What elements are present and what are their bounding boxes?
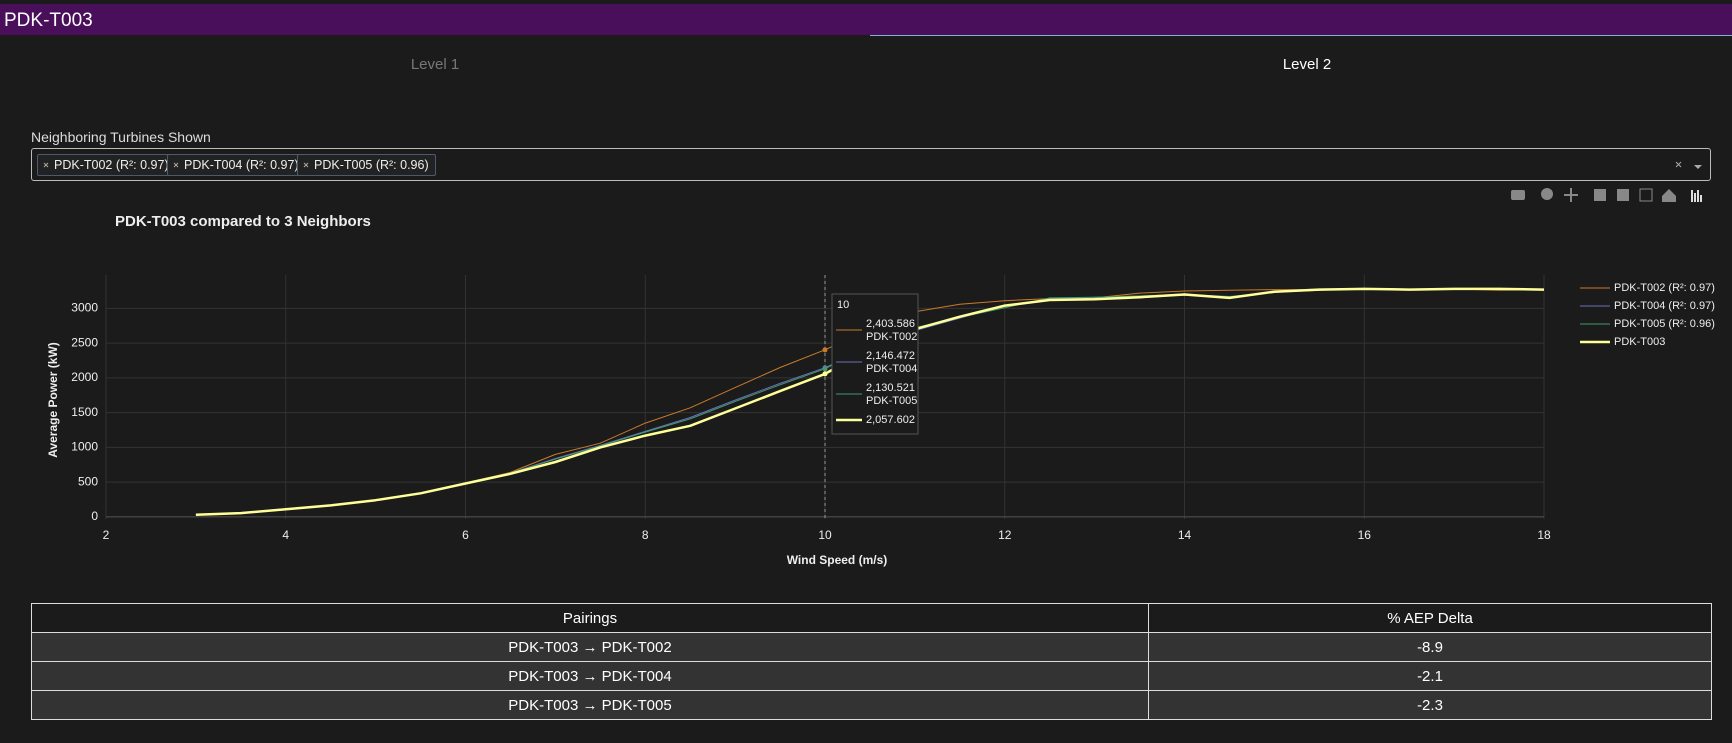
x-tick-label: 10 <box>818 528 832 542</box>
chip[interactable]: PDK-T004 (R²: 0.97) <box>167 154 306 176</box>
cell: PDK-T003 → PDK-T002 <box>31 632 1149 662</box>
autoscale-icon[interactable] <box>1639 188 1653 202</box>
cell: -2.3 <box>1148 690 1712 720</box>
dropdown[interactable]: PDK-T002 (R²: 0.97) PDK-T004 (R²: 0.97) … <box>31 148 1711 181</box>
hover-point <box>822 347 828 353</box>
y-tick-label: 0 <box>91 509 98 523</box>
cell: PDK-T003 → PDK-T005 <box>31 690 1149 720</box>
active-tab-indicator <box>870 35 1732 36</box>
cell: -8.9 <box>1148 632 1712 662</box>
chip[interactable]: PDK-T005 (R²: 0.96) <box>297 154 436 176</box>
header-title: PDK-T003 <box>4 10 93 31</box>
tooltip-name: PDK-T005 <box>866 395 917 407</box>
home-icon[interactable] <box>1662 189 1676 202</box>
tooltip-box <box>831 293 919 435</box>
tooltip-value: 2,057.602 <box>866 414 915 426</box>
x-tick-label: 2 <box>103 528 110 542</box>
tooltip-name: PDK-T004 <box>866 363 917 375</box>
y-tick-label: 1000 <box>71 440 98 454</box>
x-tick-label: 14 <box>1178 528 1192 542</box>
tooltip-value: 2,130.521 <box>866 382 915 394</box>
tab[interactable]: Level 2 <box>1282 56 1332 73</box>
modebar <box>1511 188 1702 202</box>
plotly-logo[interactable] <box>1691 190 1702 202</box>
x-tick-label: 12 <box>998 528 1012 542</box>
x-axis-title: Wind Speed (m/s) <box>787 553 888 567</box>
legend-label: PDK-T005 (R²: 0.96) <box>1614 318 1715 330</box>
aep-table: Pairings% AEP Delta PDK-T003 → PDK-T002-… <box>31 603 1712 720</box>
cell: -2.1 <box>1148 661 1712 691</box>
dropdown-icons <box>43 161 1702 169</box>
legend-label: PDK-T003 <box>1614 336 1665 348</box>
pan-icon[interactable] <box>1564 188 1578 202</box>
chip[interactable]: PDK-T002 (R²: 0.97) <box>37 154 176 176</box>
chip-label: PDK-T002 (R²: 0.97) <box>54 158 169 172</box>
camera-icon[interactable] <box>1511 190 1525 200</box>
column-header: Pairings <box>31 603 1149 633</box>
y-tick-label: 500 <box>78 474 98 488</box>
hover-point <box>822 366 828 372</box>
legend-label: PDK-T004 (R²: 0.97) <box>1614 300 1715 312</box>
cell: PDK-T003 → PDK-T004 <box>31 661 1149 691</box>
x-tick-label: 6 <box>462 528 469 542</box>
chip-label: PDK-T005 (R²: 0.96) <box>314 158 429 172</box>
chart-title: PDK-T003 compared to 3 Neighbors <box>115 213 371 230</box>
tooltip-name: PDK-T002 <box>866 331 917 343</box>
tooltip-value: 2,146.472 <box>866 350 915 362</box>
hover-point <box>822 371 828 377</box>
tab[interactable]: Level 1 <box>410 56 460 73</box>
header-bar: PDK-T003 <box>0 4 1732 35</box>
zoom-in-icon[interactable] <box>1594 189 1606 201</box>
chart: PDK-T003 compared to 3 Neighbors Wind Sp… <box>46 188 1715 567</box>
y-tick-label: 2000 <box>71 370 98 384</box>
chip-label: PDK-T004 (R²: 0.97) <box>184 158 299 172</box>
x-tick-label: 8 <box>642 528 649 542</box>
legend-label: PDK-T002 (R²: 0.97) <box>1614 282 1715 294</box>
y-axis-title: Average Power (kW) <box>46 342 60 458</box>
x-tick-label: 18 <box>1537 528 1551 542</box>
filter-label: Neighboring Turbines Shown <box>31 129 211 145</box>
y-tick-label: 3000 <box>71 301 98 315</box>
zoom-out-icon[interactable] <box>1617 189 1629 201</box>
x-tick-label: 4 <box>282 528 289 542</box>
tooltip-x: 10 <box>837 299 849 311</box>
zoom-icon[interactable] <box>1541 188 1553 200</box>
column-header: % AEP Delta <box>1148 603 1712 633</box>
tooltip-value: 2,403.586 <box>866 318 915 330</box>
y-tick-label: 2500 <box>71 335 98 349</box>
x-tick-label: 16 <box>1358 528 1372 542</box>
y-tick-label: 1500 <box>71 405 98 419</box>
